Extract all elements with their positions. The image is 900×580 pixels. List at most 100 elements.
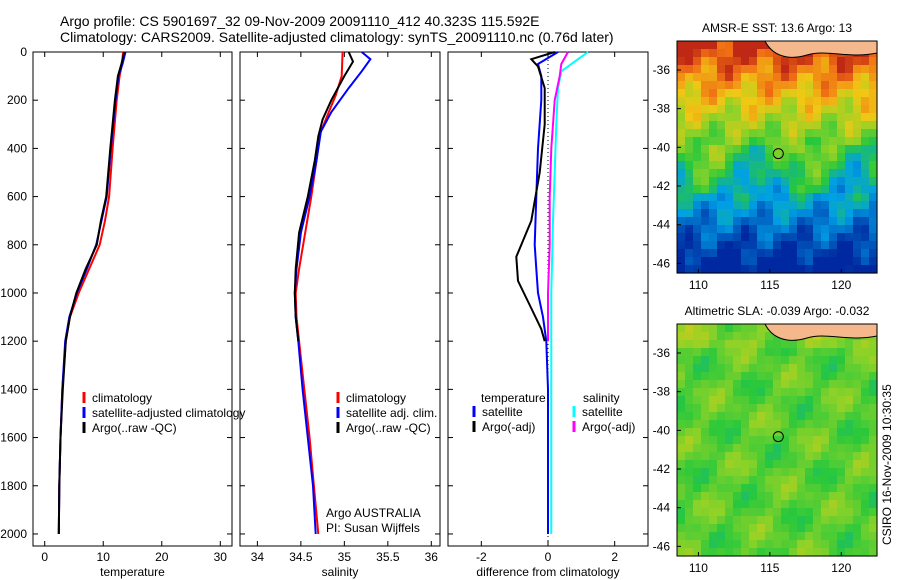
map-cell bbox=[709, 177, 718, 186]
map-cell bbox=[789, 508, 798, 517]
legend-entry-temp: climatology bbox=[92, 391, 152, 405]
map-cell bbox=[717, 113, 726, 122]
map-cell bbox=[717, 49, 726, 58]
map-cell bbox=[853, 364, 862, 373]
map-cell bbox=[693, 372, 702, 381]
map-cell bbox=[757, 105, 766, 114]
map-cell bbox=[733, 412, 742, 421]
map-cell bbox=[741, 404, 750, 413]
map-cell bbox=[765, 364, 774, 373]
map-cell bbox=[717, 145, 726, 154]
map-cell bbox=[869, 249, 878, 258]
y-tick-label: -46 bbox=[653, 539, 671, 553]
map-cell bbox=[829, 356, 838, 365]
map-cell bbox=[781, 169, 790, 178]
map-cell bbox=[749, 153, 758, 162]
map-cell bbox=[749, 524, 758, 533]
map-cell bbox=[853, 524, 862, 533]
map-cell bbox=[773, 484, 782, 493]
map-cell bbox=[797, 460, 806, 469]
map-cell bbox=[797, 420, 806, 429]
map-cell bbox=[837, 185, 846, 194]
map-cell bbox=[781, 161, 790, 170]
map-cell bbox=[781, 548, 790, 557]
map-cell bbox=[717, 460, 726, 469]
map-cell bbox=[725, 89, 734, 98]
map-cell bbox=[869, 380, 878, 389]
map-cell bbox=[765, 81, 774, 90]
map-cell bbox=[845, 169, 854, 178]
map-cell bbox=[829, 185, 838, 194]
map-cell bbox=[837, 177, 846, 186]
map-cell bbox=[829, 532, 838, 541]
map-cell bbox=[837, 137, 846, 146]
map-cell bbox=[797, 476, 806, 485]
map-cell bbox=[741, 380, 750, 389]
map-cell bbox=[861, 540, 870, 549]
map-cell bbox=[765, 396, 774, 405]
map-cell bbox=[725, 49, 734, 58]
map-cell bbox=[837, 492, 846, 501]
map-cell bbox=[717, 356, 726, 365]
map-cell bbox=[813, 476, 822, 485]
map-cell bbox=[725, 161, 734, 170]
map-cell bbox=[677, 241, 686, 250]
map-cell bbox=[685, 241, 694, 250]
map-cell bbox=[701, 57, 710, 66]
map-cell bbox=[749, 217, 758, 226]
map-cell bbox=[749, 49, 758, 58]
map-cell bbox=[709, 241, 718, 250]
map-cell bbox=[693, 153, 702, 162]
map-cell bbox=[845, 97, 854, 106]
map-cell bbox=[781, 444, 790, 453]
map-cell bbox=[677, 41, 686, 50]
map-cell bbox=[813, 436, 822, 445]
map-cell bbox=[709, 396, 718, 405]
map-cell bbox=[717, 324, 726, 333]
map-cell bbox=[813, 492, 822, 501]
map-cell bbox=[749, 428, 758, 437]
map-cell bbox=[701, 177, 710, 186]
map-cell bbox=[685, 233, 694, 242]
map-cell bbox=[813, 412, 822, 421]
map-cell bbox=[821, 169, 830, 178]
map-cell bbox=[781, 468, 790, 477]
map-cell bbox=[733, 225, 742, 234]
map-cell bbox=[685, 540, 694, 549]
map-cell bbox=[677, 121, 686, 130]
map-cell bbox=[701, 348, 710, 357]
map-cell bbox=[765, 412, 774, 421]
map-cell bbox=[853, 193, 862, 202]
map-cell bbox=[701, 540, 710, 549]
map-cell bbox=[797, 540, 806, 549]
map-cell bbox=[693, 65, 702, 74]
map-cell bbox=[709, 265, 718, 274]
map-cell bbox=[765, 73, 774, 82]
map-cell bbox=[725, 492, 734, 501]
map-cell bbox=[861, 444, 870, 453]
map-cell bbox=[757, 516, 766, 525]
map-cell bbox=[837, 153, 846, 162]
map-cell bbox=[733, 436, 742, 445]
map-cell bbox=[797, 257, 806, 266]
map-cell bbox=[677, 356, 686, 365]
map-cell bbox=[733, 420, 742, 429]
map-cell bbox=[861, 177, 870, 186]
map-cell bbox=[741, 412, 750, 421]
map-cell bbox=[805, 249, 814, 258]
map-cell bbox=[725, 460, 734, 469]
map-cell bbox=[725, 356, 734, 365]
map-cell bbox=[821, 65, 830, 74]
map-cell bbox=[677, 97, 686, 106]
map-cell bbox=[829, 524, 838, 533]
map-cell bbox=[861, 129, 870, 138]
map-cell bbox=[813, 500, 822, 509]
map-cell bbox=[741, 209, 750, 218]
map-cell bbox=[741, 41, 750, 50]
map-cell bbox=[749, 364, 758, 373]
map-cell bbox=[741, 193, 750, 202]
x-axis-label: difference from climatology bbox=[476, 565, 619, 579]
map-cell bbox=[837, 145, 846, 154]
map-cell bbox=[861, 137, 870, 146]
map-cell bbox=[677, 217, 686, 226]
